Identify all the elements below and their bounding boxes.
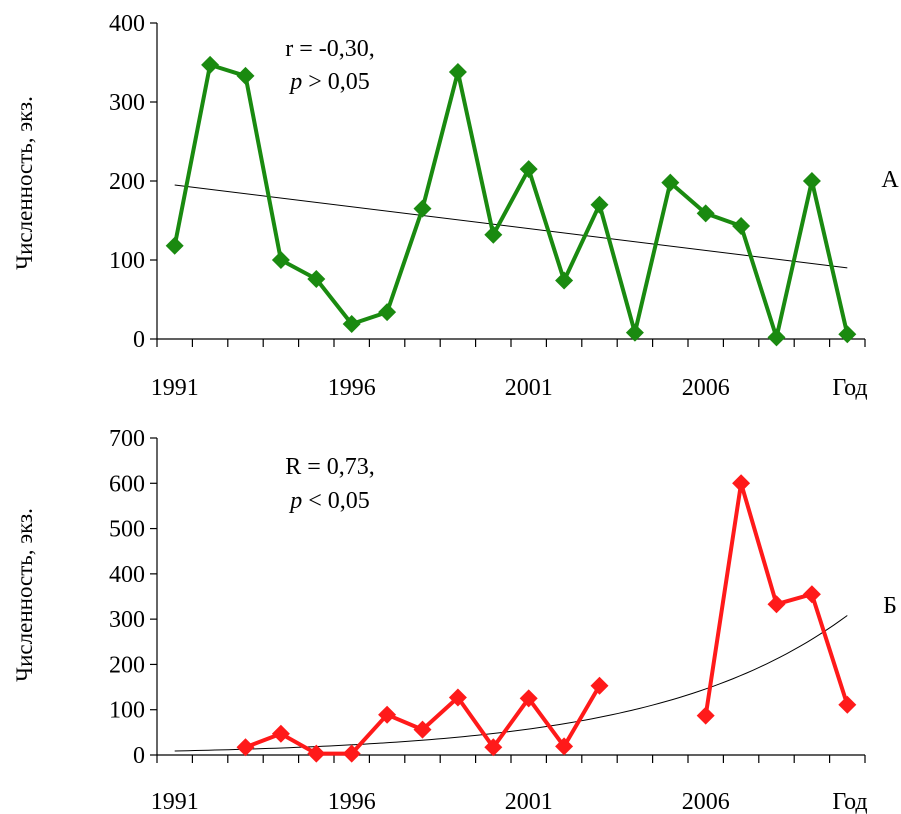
- data-point: [236, 738, 255, 757]
- data-point: [271, 251, 290, 269]
- data-point: [555, 737, 574, 756]
- x-axis-title: Год: [832, 375, 867, 401]
- x-tick-label: 1996: [328, 375, 376, 401]
- data-point: [732, 474, 751, 493]
- y-tick-label: 500: [109, 517, 145, 543]
- y-tick-label: 100: [109, 248, 145, 274]
- y-tick-label: 700: [109, 426, 145, 452]
- data-point: [519, 160, 538, 179]
- y-tick-label: 300: [109, 90, 145, 116]
- stat-annotation-line2: p > 0,05: [288, 69, 370, 95]
- stat-annotation-line2: p < 0,05: [288, 488, 370, 514]
- y-tick-label: 400: [109, 11, 145, 37]
- data-point: [448, 62, 467, 81]
- data-point: [484, 738, 503, 757]
- data-point: [838, 695, 857, 714]
- stat-annotation-line1: r = -0,30,: [285, 36, 375, 62]
- data-point: [802, 172, 821, 190]
- y-tick-label: 100: [109, 698, 145, 724]
- data-point: [307, 269, 326, 288]
- data-point: [342, 744, 361, 763]
- data-point: [767, 595, 786, 614]
- data-point: [201, 55, 220, 74]
- data-point: [838, 325, 857, 344]
- chart-panel-a: 0 100 200 300 400 1991 1996 2001 2006 Год Численно…: [12, 11, 899, 401]
- data-point: [378, 705, 397, 724]
- y-tick-label: 400: [109, 562, 145, 588]
- x-axis-title: Год: [832, 789, 867, 814]
- data-point: [590, 195, 609, 214]
- trend-line: [174, 184, 848, 269]
- data-point: [661, 173, 680, 192]
- y-tick-label: 200: [109, 169, 145, 195]
- series-line: [172, 62, 850, 340]
- y-tick-label: 0: [133, 327, 145, 353]
- y-tick-label: 200: [109, 652, 145, 678]
- data-point: [732, 217, 751, 236]
- data-point: [696, 204, 715, 223]
- data-point: [519, 689, 538, 708]
- data-point: [802, 585, 821, 604]
- y-axis-title: Численность, экз.: [12, 96, 37, 270]
- stat-annotation-line1: R = 0,73,: [285, 454, 375, 480]
- data-point: [625, 323, 644, 342]
- x-tick-label: 1991: [151, 789, 199, 814]
- data-point: [448, 688, 467, 707]
- x-tick-label: 1996: [328, 789, 376, 814]
- data-point: [165, 236, 184, 255]
- panel-label: Б: [883, 593, 897, 619]
- trend-curve: [174, 615, 848, 752]
- data-point: [413, 199, 432, 218]
- x-tick-label: 2006: [682, 375, 730, 401]
- data-point: [413, 720, 432, 739]
- x-tick-label: 2006: [682, 789, 730, 814]
- data-point: [342, 314, 361, 333]
- data-point: [378, 303, 397, 322]
- y-axis-title: Численность, экз.: [12, 508, 37, 682]
- data-point: [767, 328, 786, 347]
- x-tick-label: 1991: [151, 375, 199, 401]
- data-point: [307, 744, 326, 763]
- data-point: [271, 724, 290, 743]
- series-line: [244, 684, 602, 756]
- x-tick-label: 2001: [505, 789, 553, 814]
- chart-panel-b: 0 100 200 300 400 500 600 700 1991 1996 2001 2006 Го…: [12, 426, 897, 814]
- y-tick-label: 600: [109, 471, 145, 497]
- panel-label: А: [881, 167, 899, 193]
- data-point: [484, 225, 503, 244]
- data-point: [555, 271, 574, 290]
- x-tick-label: 2001: [505, 375, 553, 401]
- y-tick-label: 300: [109, 607, 145, 633]
- y-tick-label: 0: [133, 743, 145, 769]
- data-point: [696, 706, 715, 725]
- data-point: [236, 66, 255, 85]
- data-point: [590, 676, 609, 695]
